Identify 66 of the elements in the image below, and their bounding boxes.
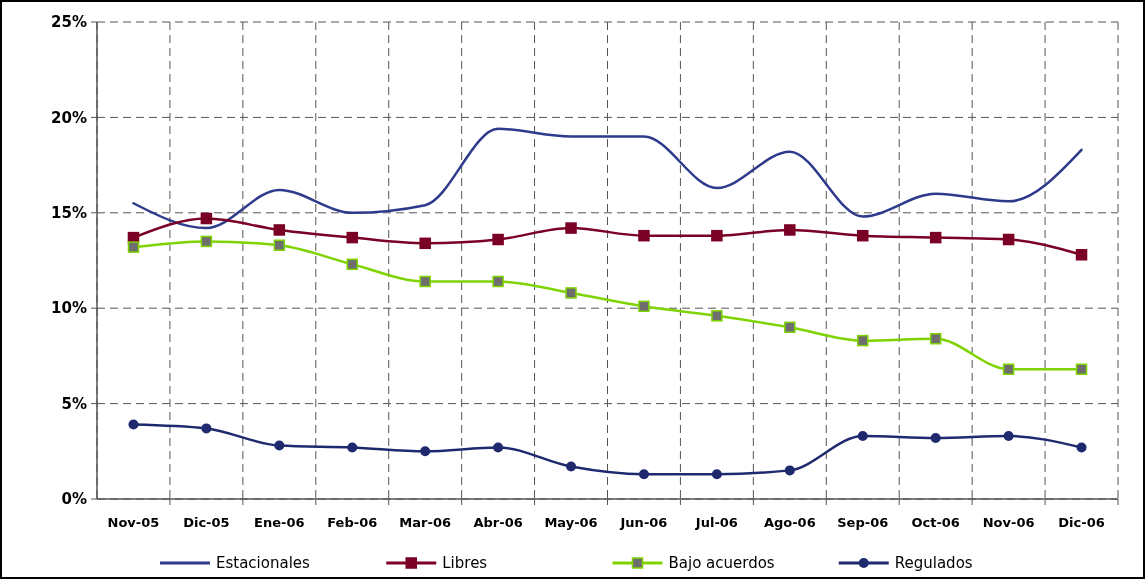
line-series xyxy=(132,127,1083,230)
point xyxy=(565,222,577,234)
point xyxy=(930,432,941,443)
x-tick-label: Oct-06 xyxy=(911,515,960,530)
point xyxy=(1003,431,1014,442)
x-tick-label: Sep-06 xyxy=(837,515,889,530)
point xyxy=(200,212,213,225)
point xyxy=(638,229,650,242)
x-tick-label: Mar-06 xyxy=(399,515,451,530)
point xyxy=(420,446,431,457)
point xyxy=(711,310,723,322)
point xyxy=(1075,249,1088,261)
x-tick-label: Abr-06 xyxy=(473,515,523,530)
x-tick-label: Nov-05 xyxy=(107,515,160,530)
x-tick-label: May-06 xyxy=(544,515,598,530)
x-tick-label: Nov-06 xyxy=(982,515,1035,530)
y-tick-label: 25% xyxy=(51,13,87,32)
point xyxy=(347,442,358,453)
point xyxy=(201,423,212,434)
point xyxy=(784,321,796,334)
point xyxy=(711,229,723,242)
point xyxy=(929,332,942,345)
point xyxy=(1076,442,1087,453)
point xyxy=(1002,233,1015,246)
point xyxy=(638,300,650,313)
point xyxy=(492,275,504,288)
x-tick-label: Feb-06 xyxy=(327,515,378,530)
y-tick-label: 15% xyxy=(51,204,87,223)
point xyxy=(200,235,213,248)
point xyxy=(128,419,139,430)
point xyxy=(1002,363,1015,376)
point xyxy=(346,258,358,271)
point xyxy=(784,224,796,236)
point xyxy=(711,469,722,480)
point xyxy=(929,231,942,244)
y-tick-label: 10% xyxy=(51,299,87,318)
point xyxy=(273,239,286,251)
point xyxy=(638,469,649,480)
y-tick-label: 20% xyxy=(51,108,87,127)
point xyxy=(857,334,869,347)
point xyxy=(493,442,504,453)
point xyxy=(127,241,140,253)
x-tick-label: Ene-06 xyxy=(254,515,305,530)
point xyxy=(857,229,869,242)
x-tick-label: Ago-06 xyxy=(763,515,816,530)
point xyxy=(1075,363,1088,376)
y-tick-label: 5% xyxy=(61,394,87,413)
legend-label: Libres xyxy=(442,554,488,573)
legend-label: Bajo acuerdos xyxy=(668,554,775,573)
point xyxy=(346,231,358,244)
legend-label: Estacionales xyxy=(216,554,311,573)
point xyxy=(565,287,577,299)
point xyxy=(274,440,285,451)
x-tick-label: Jun-06 xyxy=(619,515,668,530)
point xyxy=(784,465,795,476)
x-tick-label: Dic-06 xyxy=(1058,515,1105,530)
point xyxy=(419,275,431,288)
y-tick-label: 0% xyxy=(61,490,87,509)
point xyxy=(419,237,431,250)
point xyxy=(273,224,286,236)
x-tick-label: Dic-05 xyxy=(183,515,230,530)
x-tick-label: Jul-06 xyxy=(694,515,738,530)
point xyxy=(857,431,868,442)
point xyxy=(492,233,504,246)
legend-label: Regulados xyxy=(894,554,973,573)
point xyxy=(566,461,577,472)
